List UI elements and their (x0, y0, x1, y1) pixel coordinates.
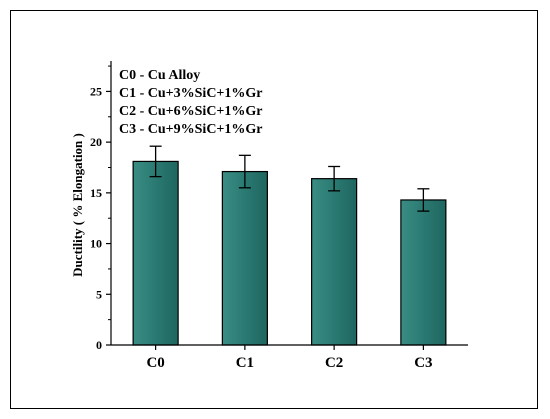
x-tick-label-c3: C3 (414, 355, 432, 371)
legend: C0 - Cu Alloy C1 - Cu+3%SiC+1%Gr C2 - Cu… (119, 68, 263, 137)
bar-c3 (400, 199, 447, 346)
y-tick-label: 20 (90, 135, 102, 149)
y-tick-label: 10 (90, 237, 102, 251)
y-tick-label: 15 (90, 186, 102, 200)
y-tick-label: 0 (96, 338, 102, 352)
axes (110, 61, 468, 346)
bar-c2 (311, 178, 358, 346)
figure-frame (10, 10, 538, 409)
x-tick-label-c0: C0 (146, 355, 164, 371)
y-tick-label: 25 (90, 84, 102, 98)
legend-line-c1: C1 - Cu+3%SiC+1%Gr (119, 86, 263, 101)
x-tick-label-c1: C1 (236, 355, 254, 371)
legend-line-c2: C2 - Cu+6%SiC+1%Gr (119, 104, 263, 119)
x-axis-labels: C0 C1 C2 C3 (146, 345, 433, 371)
bar-c1 (221, 170, 268, 346)
y-tick-label: 5 (96, 287, 102, 301)
y-axis-title: Ductility ( % Elongation ) (70, 133, 85, 277)
legend-line-c0: C0 - Cu Alloy (119, 68, 200, 83)
bar-c0 (132, 160, 179, 346)
x-tick-label-c2: C2 (325, 355, 343, 371)
legend-line-c3: C3 - Cu+9%SiC+1%Gr (119, 122, 263, 137)
bars (132, 145, 447, 346)
y-axis-ticks: 0 5 10 15 20 25 (90, 65, 111, 352)
